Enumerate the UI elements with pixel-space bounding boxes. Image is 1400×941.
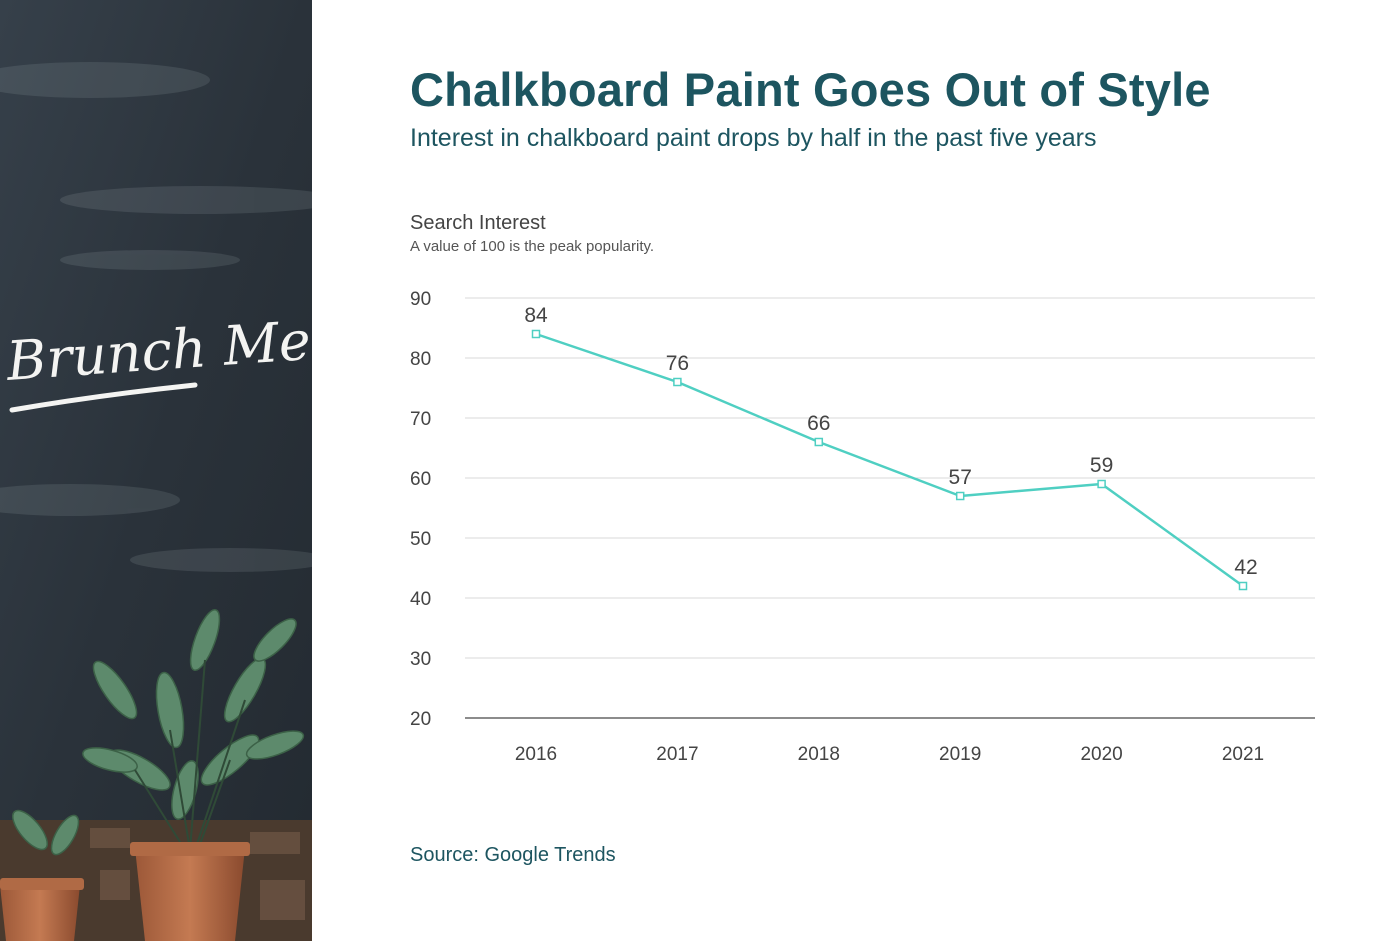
y-axis-label: Search Interest [410, 212, 546, 234]
x-tick-labels: 2016 2017 2018 2019 2020 2021 [515, 744, 1264, 765]
y-tick-label: 50 [410, 529, 431, 550]
x-tick-label: 2019 [939, 744, 981, 765]
source-note: Source: Google Trends [410, 844, 616, 866]
line-chart: 20 30 40 50 60 70 80 90 2016 2017 2018 2019 2020 202… [410, 289, 1315, 765]
x-tick-label: 2016 [515, 744, 557, 765]
data-labels: 84 76 66 57 59 42 [524, 304, 1257, 579]
x-tick-label: 2020 [1080, 744, 1122, 765]
series-line-path [535, 332, 1244, 588]
x-tick-label: 2017 [656, 744, 698, 765]
y-tick-label: 90 [410, 289, 431, 310]
y-tick-label: 30 [410, 649, 431, 670]
data-point [1238, 581, 1248, 591]
data-label: 66 [807, 412, 830, 435]
gridlines [465, 297, 1315, 719]
chart-panel: Chalkboard Paint Goes Out of Style Inter… [312, 0, 1400, 941]
data-label: 59 [1090, 454, 1113, 477]
x-tick-label: 2018 [798, 744, 840, 765]
data-point [531, 329, 541, 339]
y-tick-label: 70 [410, 409, 431, 430]
data-label: 57 [949, 466, 972, 489]
data-point [1097, 479, 1106, 489]
data-label: 84 [524, 304, 548, 327]
data-point [673, 377, 682, 387]
y-axis-note: A value of 100 is the peak popularity. [410, 238, 655, 255]
data-label: 42 [1234, 556, 1257, 579]
y-tick-label: 60 [410, 469, 431, 490]
chalkboard-photo: Brunch Menu [0, 0, 312, 941]
data-point [955, 491, 965, 501]
data-label: 76 [666, 352, 689, 375]
chart-title: Chalkboard Paint Goes Out of Style [410, 63, 1211, 116]
data-point [814, 437, 824, 447]
x-tick-label: 2021 [1222, 744, 1264, 765]
y-tick-labels: 20 30 40 50 60 70 80 90 [410, 289, 431, 730]
y-tick-label: 20 [410, 709, 431, 730]
y-tick-label: 40 [410, 589, 431, 610]
chart-subtitle: Interest in chalkboard paint drops by ha… [410, 124, 1097, 152]
y-tick-label: 80 [410, 349, 431, 370]
series-line [531, 329, 1248, 591]
